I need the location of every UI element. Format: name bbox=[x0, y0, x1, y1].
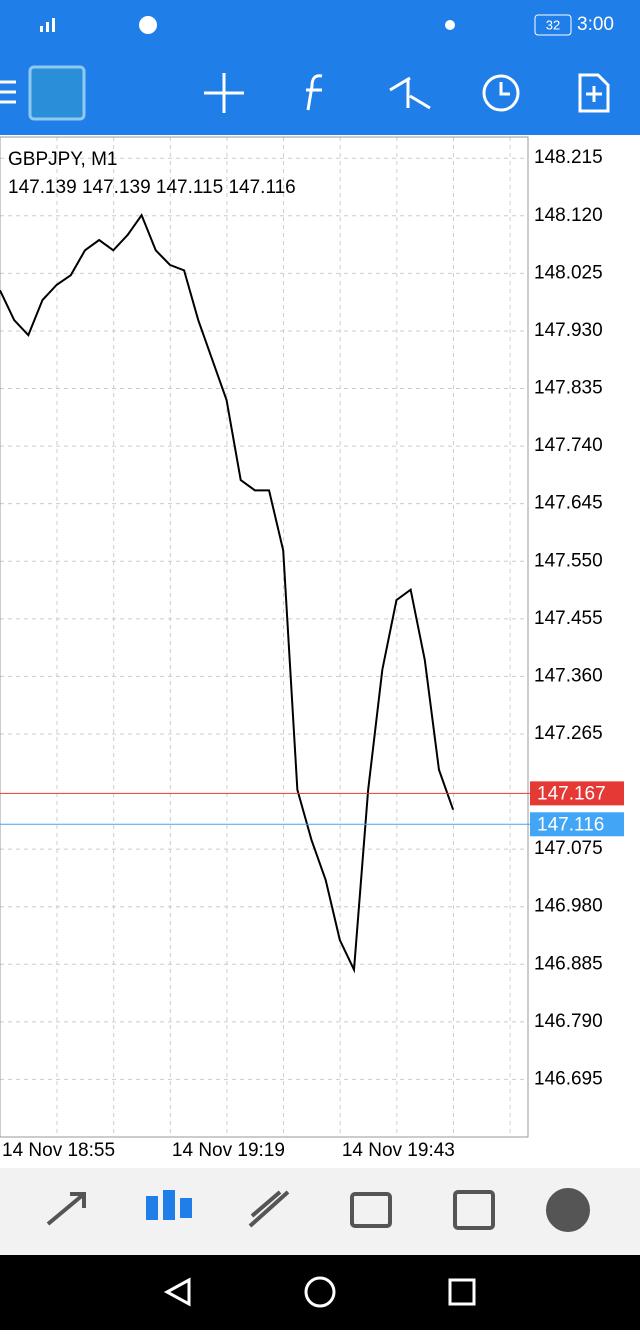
home-button[interactable] bbox=[304, 1276, 336, 1308]
y-tick-label: 148.120 bbox=[534, 205, 603, 226]
battery bbox=[534, 14, 572, 36]
grid bbox=[0, 137, 528, 1137]
status-icons bbox=[40, 16, 455, 34]
clock: 3:00 bbox=[577, 14, 614, 35]
y-tick-label: 148.215 bbox=[534, 147, 603, 168]
indicators-button[interactable] bbox=[306, 74, 323, 111]
quotes-tab[interactable] bbox=[46, 1192, 86, 1226]
y-tick-label: 146.695 bbox=[534, 1068, 603, 1089]
recents-button[interactable] bbox=[448, 1278, 476, 1306]
y-tick-label: 147.930 bbox=[534, 320, 603, 341]
new-order-button[interactable] bbox=[578, 73, 610, 113]
x-tick-label: 14 Nov 19:43 bbox=[342, 1140, 455, 1161]
y-tick-label: 147.360 bbox=[534, 665, 603, 686]
y-tick-label: 147.645 bbox=[534, 493, 603, 514]
news-tab[interactable] bbox=[453, 1190, 495, 1230]
y-tick-label: 147.265 bbox=[534, 723, 603, 744]
app-icon[interactable] bbox=[28, 65, 86, 121]
y-tick-label: 147.455 bbox=[534, 608, 603, 629]
trade-tab[interactable] bbox=[248, 1190, 290, 1228]
y-tick-label: 146.980 bbox=[534, 896, 603, 917]
timeframe-button[interactable] bbox=[482, 74, 520, 112]
history-tab[interactable] bbox=[350, 1192, 392, 1228]
chart-area bbox=[0, 135, 640, 1168]
symbols-button[interactable] bbox=[389, 76, 431, 110]
y-tick-label: 146.790 bbox=[534, 1011, 603, 1032]
chat-tab[interactable] bbox=[546, 1188, 590, 1232]
y-tick-label: 147.835 bbox=[534, 378, 603, 399]
toolbar bbox=[0, 65, 610, 121]
battery-level: 32 bbox=[546, 17, 560, 32]
y-tick-label: 147.075 bbox=[534, 838, 603, 859]
bottom-nav bbox=[0, 1168, 640, 1255]
plot bbox=[0, 213, 530, 974]
price-tag-label: 147.116 bbox=[537, 814, 604, 835]
app-bar bbox=[0, 0, 640, 135]
nav-icons bbox=[46, 1188, 590, 1232]
system-buttons bbox=[163, 1276, 476, 1308]
symbol-title: GBPJPY, M1 bbox=[8, 149, 117, 170]
price-tag-label: 147.167 bbox=[537, 783, 606, 804]
y-tick-label: 148.025 bbox=[534, 262, 603, 283]
y-tick-label: 147.550 bbox=[534, 550, 603, 571]
y-tick-label: 147.740 bbox=[534, 435, 603, 456]
system-nav bbox=[0, 1255, 640, 1330]
x-tick-label: 14 Nov 18:55 bbox=[2, 1140, 115, 1161]
ohlc: 147.139 147.139 147.115 147.116 bbox=[8, 177, 296, 198]
plot-frame bbox=[0, 136, 529, 1138]
price-line bbox=[0, 213, 455, 974]
y-tick-label: 146.885 bbox=[534, 953, 603, 974]
price-tag bbox=[530, 812, 624, 837]
price-tag bbox=[530, 781, 624, 806]
chart-tab[interactable] bbox=[146, 1190, 192, 1220]
back-button[interactable] bbox=[163, 1277, 191, 1307]
x-tick-label: 14 Nov 19:19 bbox=[172, 1140, 285, 1161]
